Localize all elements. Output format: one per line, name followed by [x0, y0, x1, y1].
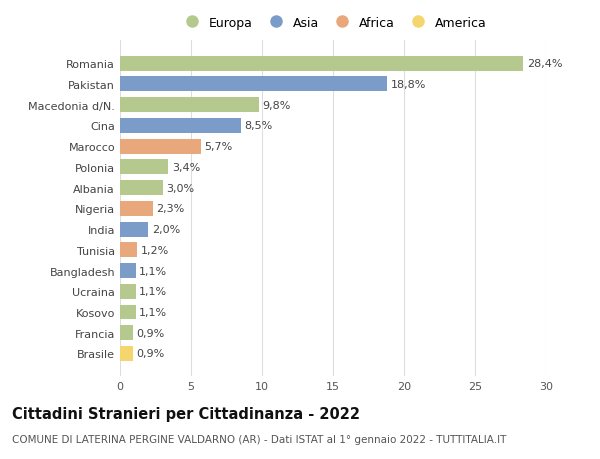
Bar — [120, 325, 133, 341]
Bar — [120, 98, 259, 113]
Bar — [120, 222, 148, 237]
Text: Cittadini Stranieri per Cittadinanza - 2022: Cittadini Stranieri per Cittadinanza - 2… — [12, 406, 360, 421]
Text: 0,9%: 0,9% — [136, 349, 164, 358]
Bar — [120, 160, 168, 175]
Text: 1,1%: 1,1% — [139, 266, 167, 276]
Text: 28,4%: 28,4% — [527, 59, 562, 69]
Bar — [120, 284, 136, 299]
Bar — [120, 243, 137, 257]
Text: 0,9%: 0,9% — [136, 328, 164, 338]
Bar — [120, 118, 241, 134]
Text: 5,7%: 5,7% — [205, 142, 233, 152]
Bar — [120, 181, 163, 196]
Text: 2,3%: 2,3% — [156, 204, 184, 214]
Text: 3,0%: 3,0% — [166, 183, 194, 193]
Text: 9,8%: 9,8% — [263, 101, 291, 110]
Bar — [120, 56, 523, 72]
Text: 1,2%: 1,2% — [140, 245, 169, 255]
Text: 8,5%: 8,5% — [244, 121, 272, 131]
Bar — [120, 202, 152, 216]
Bar — [120, 346, 133, 361]
Text: 2,0%: 2,0% — [152, 224, 180, 235]
Bar — [120, 263, 136, 278]
Text: 1,1%: 1,1% — [139, 308, 167, 317]
Bar — [120, 305, 136, 320]
Text: 1,1%: 1,1% — [139, 286, 167, 297]
Text: 18,8%: 18,8% — [391, 80, 426, 90]
Text: 3,4%: 3,4% — [172, 162, 200, 173]
Text: COMUNE DI LATERINA PERGINE VALDARNO (AR) - Dati ISTAT al 1° gennaio 2022 - TUTTI: COMUNE DI LATERINA PERGINE VALDARNO (AR)… — [12, 434, 506, 444]
Bar — [120, 77, 387, 92]
Legend: Europa, Asia, Africa, America: Europa, Asia, Africa, America — [176, 14, 490, 32]
Bar — [120, 140, 201, 154]
